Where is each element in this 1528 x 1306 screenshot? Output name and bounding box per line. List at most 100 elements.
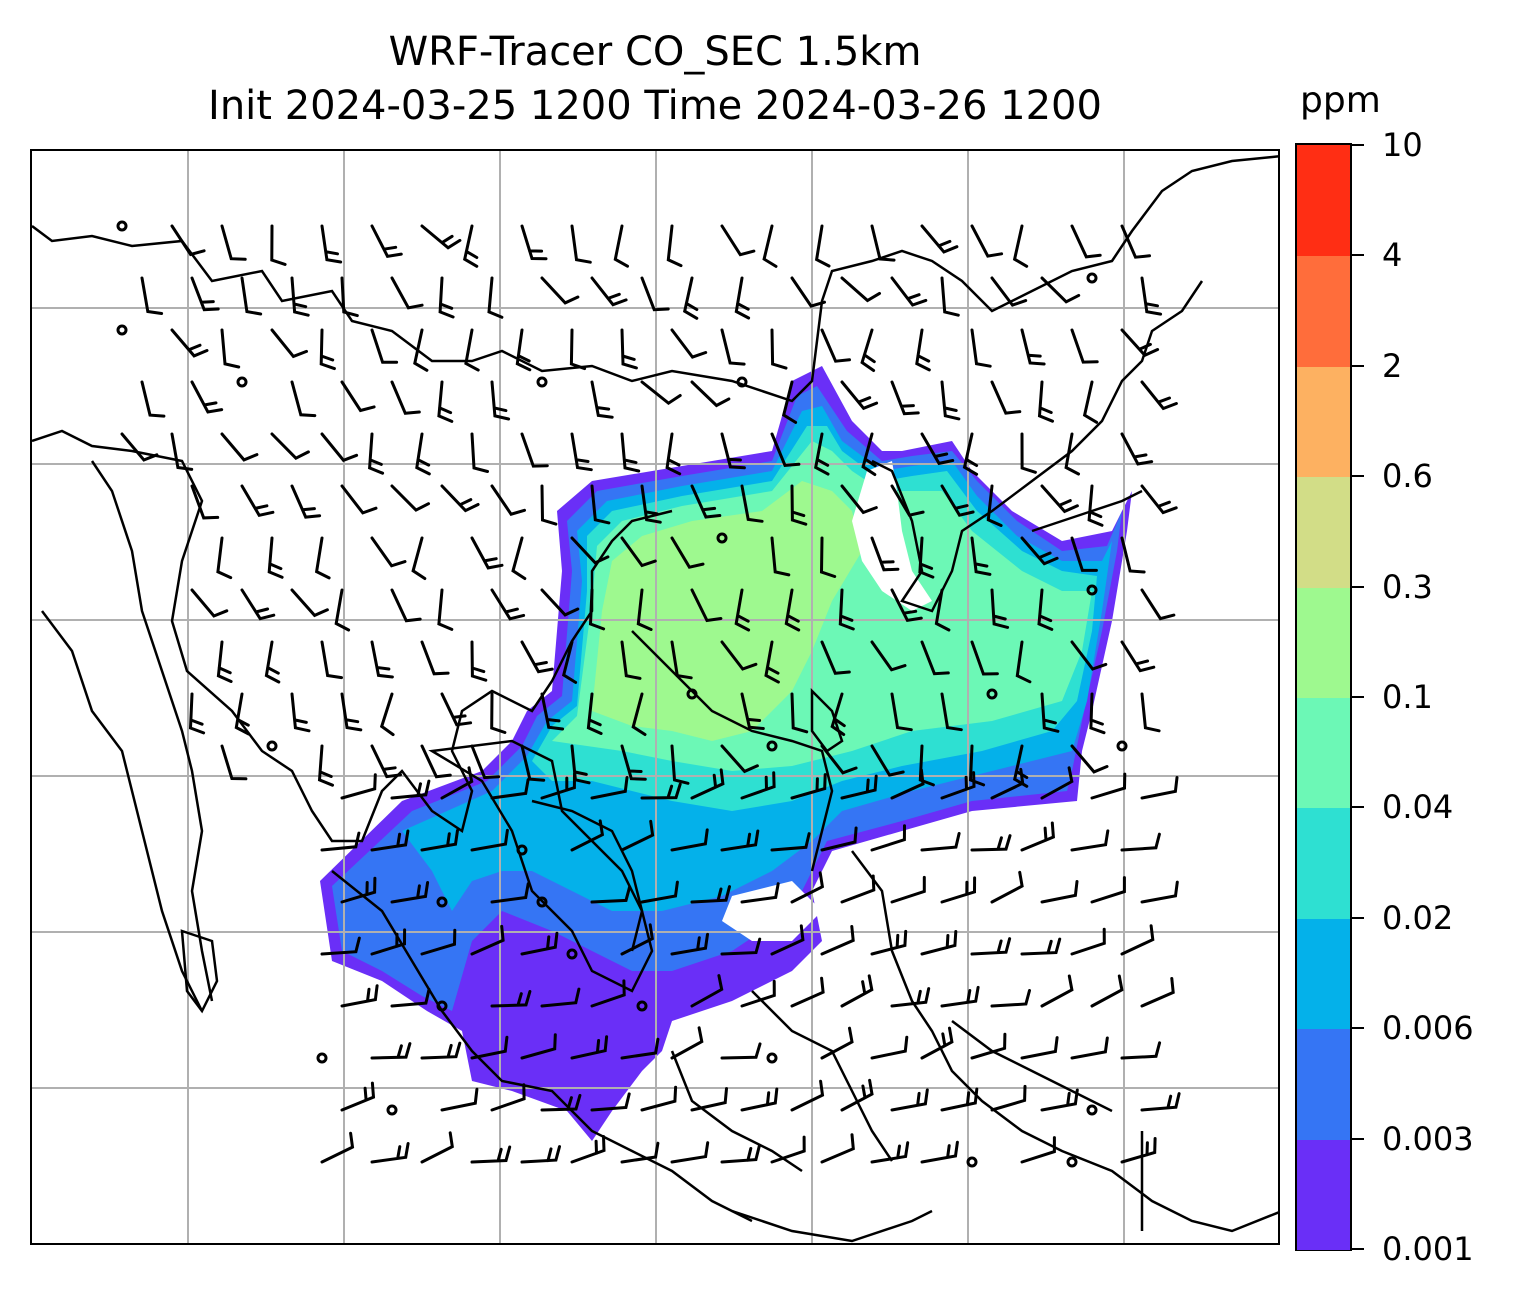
wind-barb: [220, 432, 259, 462]
wind-barb: [890, 1088, 929, 1112]
wind-barb: [590, 276, 628, 307]
wind-barb: [340, 984, 379, 1008]
wind-barb: [370, 928, 407, 956]
wind-barb: [490, 1083, 526, 1112]
wind-barb: [790, 773, 827, 800]
wind-barb: [770, 328, 788, 370]
wind-barb: [840, 774, 878, 800]
wind-barb: [1140, 880, 1179, 904]
wind-barb: [860, 328, 876, 372]
wind-barb: [379, 692, 395, 737]
wind-barb: [420, 744, 452, 779]
calm-wind-circle: [566, 948, 578, 960]
colorbar-tick-label: 0.006: [1382, 1009, 1474, 1048]
wind-barb: [670, 744, 690, 785]
calm-wind-circle: [1116, 740, 1128, 752]
colorbar-tick-label: 4: [1382, 236, 1403, 275]
calm-wind-circle: [1086, 1104, 1098, 1116]
wind-barb: [734, 276, 751, 320]
wind-barb: [470, 744, 501, 780]
wind-barb: [1090, 772, 1127, 800]
wind-barb: [790, 692, 809, 734]
wind-barb: [861, 432, 877, 476]
wind-barb: [570, 432, 593, 472]
wind-barb: [620, 328, 638, 370]
wind-barb: [690, 484, 722, 519]
wind-barb: [666, 224, 683, 268]
colorbar-tick-label: 0.1: [1382, 678, 1433, 716]
colorbar-tick: [1352, 475, 1364, 478]
wind-barb: [934, 588, 951, 632]
wind-barb: [319, 328, 336, 371]
wind-barb: [1012, 224, 1029, 268]
colorbar-tick: [1352, 144, 1364, 146]
calm-wind-circles: [116, 220, 1128, 1168]
wind-barb: [764, 640, 780, 684]
wind-barb: [918, 536, 935, 579]
wind-barb: [170, 224, 206, 257]
calm-wind-circle: [266, 740, 278, 752]
wind-barb: [920, 930, 958, 956]
wind-barb: [670, 328, 708, 359]
wind-barb: [720, 1042, 762, 1060]
calm-wind-circle: [516, 844, 528, 856]
wind-barb: [1140, 484, 1178, 515]
wind-barb: [990, 767, 1025, 800]
wind-barb: [820, 925, 855, 956]
wind-barb: [520, 931, 559, 956]
wind-barb: [690, 380, 731, 408]
wind-barb: [620, 923, 654, 956]
wind-barb: [334, 588, 351, 632]
wind-barb: [220, 744, 248, 781]
wind-barb: [940, 771, 976, 800]
wind-barb: [520, 744, 546, 782]
wind-barb: [890, 692, 913, 732]
wind-barb: [540, 987, 581, 1008]
wind-barb: [1020, 1136, 1056, 1164]
wind-barb: [820, 1133, 855, 1164]
calm-wind-circle: [966, 1156, 978, 1168]
wind-barb: [690, 588, 723, 623]
wind-barb: [216, 640, 233, 683]
wind-barb: [463, 224, 479, 268]
wind-barb: [1020, 937, 1062, 956]
wind-barb: [1120, 1137, 1157, 1164]
wind-barb: [870, 744, 905, 777]
wind-barb: [1040, 692, 1060, 733]
wind-barb: [820, 744, 858, 775]
wind-barb: [1070, 224, 1102, 259]
calm-wind-circle: [386, 1104, 398, 1116]
wind-barb: [890, 987, 931, 1008]
clear-area: [722, 881, 822, 941]
wind-barb: [390, 588, 422, 623]
wind-barb: [320, 640, 343, 680]
colorbar-segment: [1297, 807, 1350, 919]
wind-barb: [1120, 832, 1161, 852]
colorbar-tick: [1352, 585, 1364, 588]
wind-barb: [370, 1042, 412, 1060]
calm-wind-circle: [536, 376, 548, 388]
wind-barb: [370, 744, 403, 779]
wind-barb: [720, 744, 759, 774]
wind-barb: [390, 779, 431, 800]
wind-barb: [840, 874, 876, 904]
wind-barb: [1020, 536, 1059, 566]
wind-barb: [690, 974, 724, 1008]
wind-barb: [1090, 876, 1126, 904]
wind-barb: [340, 1081, 376, 1112]
wind-barb: [740, 882, 780, 904]
wind-barb: [820, 1026, 854, 1060]
wind-barb: [620, 640, 642, 680]
wind-barb: [440, 484, 480, 513]
wind-barb: [970, 937, 1012, 956]
wind-barb: [590, 776, 629, 800]
wind-barb: [270, 224, 287, 266]
wind-barb: [520, 432, 549, 468]
wind-barb: [1037, 588, 1054, 631]
wind-barb: [990, 380, 1022, 415]
wind-barb: [890, 875, 926, 904]
wind-barb: [790, 276, 826, 308]
wind-barb: [814, 432, 830, 476]
wind-barb: [970, 834, 1012, 852]
calm-wind-circle: [1086, 272, 1098, 284]
